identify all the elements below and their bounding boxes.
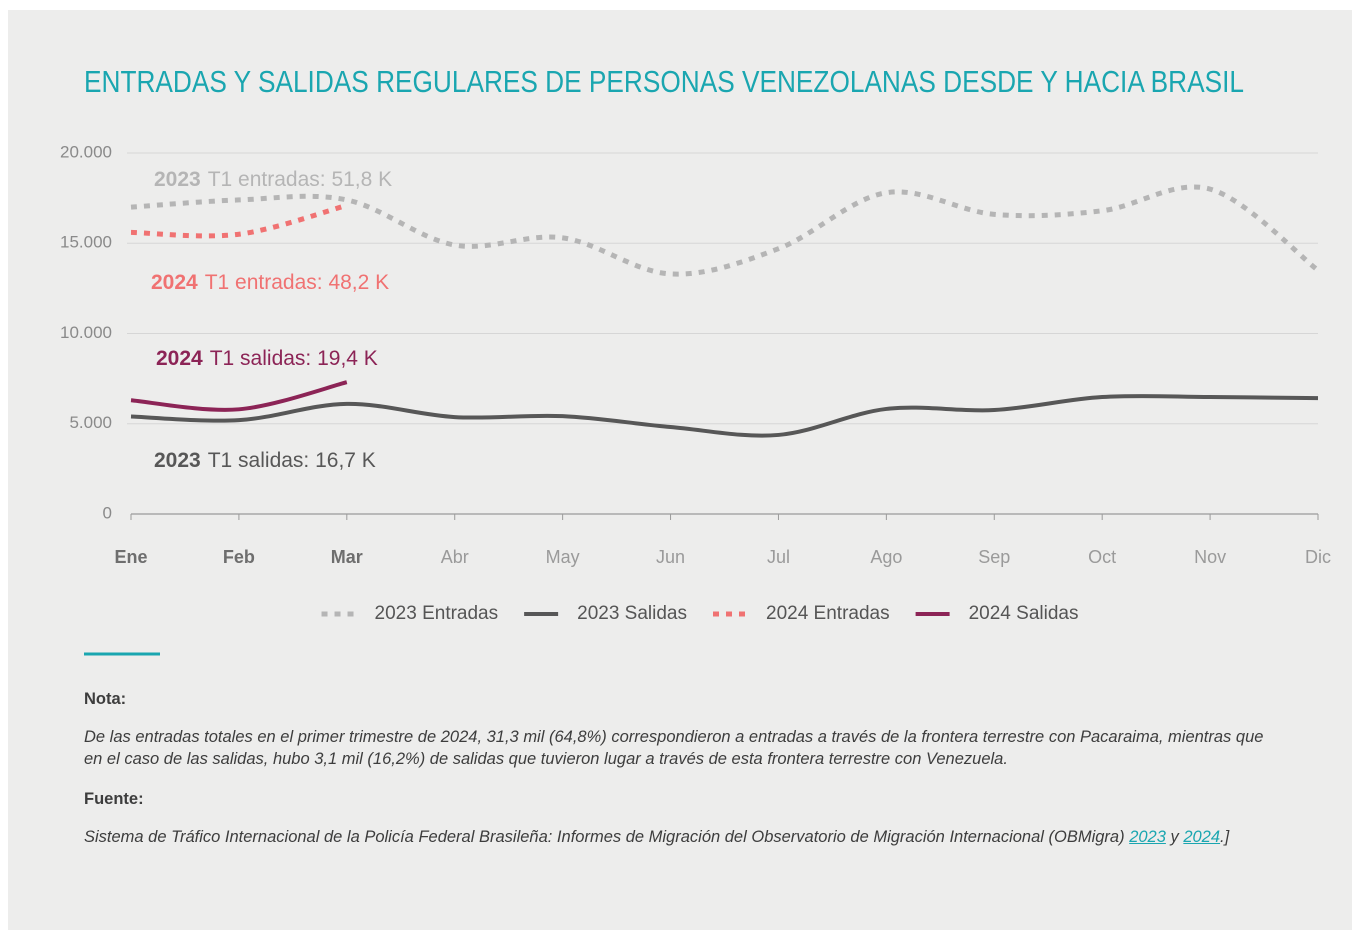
x-tick-label: Oct <box>1088 547 1116 567</box>
panel <box>8 10 1352 930</box>
x-tick-label: Abr <box>441 547 469 567</box>
x-tick-label: Feb <box>223 547 255 567</box>
annotation: 2024 T1 entradas: 48,2 K <box>151 271 389 294</box>
y-tick-label: 5.000 <box>69 413 112 432</box>
y-tick-label: 20.000 <box>60 142 112 161</box>
annotation: 2023 T1 salidas: 16,7 K <box>154 449 376 472</box>
x-tick-label: Dic <box>1305 547 1331 567</box>
legend-label: 2024 Entradas <box>766 603 890 624</box>
y-tick-label: 10.000 <box>60 323 112 342</box>
series-line <box>130 394 1319 438</box>
annotation-year: 2024 <box>156 347 203 370</box>
annotation-text: T1 salidas: 16,7 K <box>208 449 376 472</box>
annotation: 2024 T1 salidas: 19,4 K <box>156 347 378 370</box>
annotation-text: T1 entradas: 51,8 K <box>208 168 392 191</box>
y-tick-label: 15.000 <box>60 233 112 252</box>
x-tick-label: May <box>546 547 580 567</box>
x-tick-label: Jul <box>767 547 790 567</box>
source-link[interactable]: 2023 <box>1129 828 1166 846</box>
y-tick-label: 0 <box>103 503 112 522</box>
series-line <box>130 202 348 239</box>
note-label: Nota: <box>84 690 127 708</box>
legend: 2023 Entradas 2023 Salidas 2024 Entradas 20… <box>321 603 1079 624</box>
source-body: Sistema de Tráfico Internacional de la P… <box>84 828 1130 846</box>
source-joiner: y <box>1165 828 1184 846</box>
annotation-text: T1 salidas: 19,4 K <box>210 347 378 370</box>
x-tick-label: Jun <box>656 547 685 567</box>
chart: ENTRADAS Y SALIDAS REGULARES DE PERSONAS… <box>60 64 1331 656</box>
annotation-text: T1 entradas: 48,2 K <box>205 271 389 294</box>
source-text: Sistema de Tráfico Internacional de la P… <box>84 826 1284 848</box>
legend-label: 2023 Salidas <box>577 603 687 624</box>
x-tick-label: Ene <box>114 547 147 567</box>
series-line <box>130 184 1320 277</box>
source-end: .] <box>1220 828 1230 846</box>
x-tick-label: Nov <box>1194 547 1226 567</box>
source-link[interactable]: 2024 <box>1183 828 1221 846</box>
x-tick-label: Ago <box>870 547 902 567</box>
annotation-year: 2023 <box>154 168 201 191</box>
legend-label: 2024 Salidas <box>969 603 1079 624</box>
chart-title: ENTRADAS Y SALIDAS REGULARES DE PERSONAS… <box>84 64 1244 99</box>
x-tick-label: Mar <box>331 547 363 567</box>
annotation-year: 2024 <box>151 271 198 294</box>
x-tick-label: Sep <box>978 547 1010 567</box>
source-label: Fuente: <box>84 790 144 808</box>
annotation: 2023 T1 entradas: 51,8 K <box>154 168 392 191</box>
annotation-year: 2023 <box>154 449 201 472</box>
notes: Nota: De las entradas totales en el prim… <box>84 688 1284 866</box>
series-line <box>130 380 348 412</box>
note-text: De las entradas totales en el primer tri… <box>84 728 1264 768</box>
legend-label: 2023 Entradas <box>375 603 499 624</box>
